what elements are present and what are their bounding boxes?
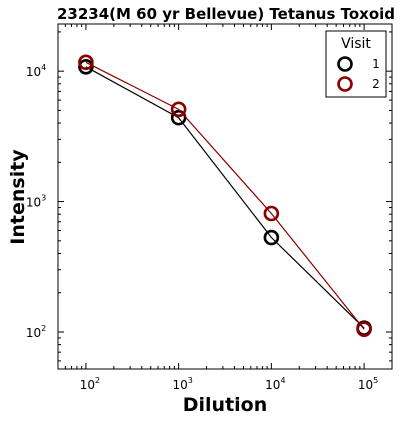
y-tick-label: 102 [26,324,46,340]
data-point [263,205,280,222]
series-layer [78,54,372,338]
legend: Visit 1 2 [325,30,387,98]
chart-title: 23234(M 60 yr Bellevue) Tetanus Toxoid [57,5,395,23]
legend-label: 2 [372,77,380,91]
data-point [356,321,372,338]
series-line [85,61,365,330]
series-2 [78,54,372,338]
y-axis-label: Intensity [7,149,29,245]
series-line [85,66,365,329]
series-1 [78,59,372,336]
legend-box [325,30,387,98]
legend-marker [337,76,353,92]
legend-marker [337,56,353,72]
x-tick-label: 105 [358,376,378,392]
data-point [78,54,94,71]
data-point [170,101,187,118]
legend-title: Visit [341,36,371,52]
x-tick-label: 104 [265,376,285,392]
data-point [78,59,94,75]
data-point [263,229,280,246]
y-tick-label: 104 [26,63,46,79]
x-tick-label: 103 [172,376,192,392]
legend-label: 1 [372,57,380,71]
x-axis-label: Dilution [183,394,268,416]
axis-ticks: 102 103 104 105 102 103 104 [26,24,392,392]
data-point [170,109,187,126]
y-tick-label: 103 [26,194,46,210]
x-tick-label: 102 [80,376,100,392]
